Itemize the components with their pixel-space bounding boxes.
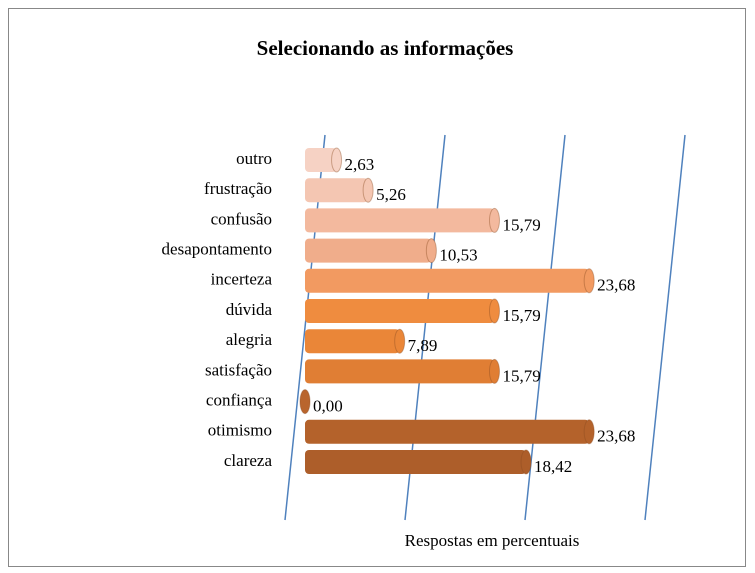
data-label: 18,42 bbox=[534, 457, 572, 476]
bar-end bbox=[488, 298, 500, 324]
y-tick-label: dúvida bbox=[226, 300, 273, 319]
bar bbox=[305, 299, 495, 323]
data-label: 0,00 bbox=[313, 397, 343, 416]
bar bbox=[305, 419, 590, 444]
y-tick-label: clareza bbox=[224, 451, 273, 470]
bar-end bbox=[331, 147, 343, 173]
grid-line bbox=[644, 134, 686, 521]
y-tick-label: otimismo bbox=[208, 421, 272, 440]
data-label: 10,53 bbox=[439, 246, 477, 265]
data-label: 5,26 bbox=[376, 185, 406, 204]
bar-end bbox=[520, 449, 532, 475]
data-label: 23,68 bbox=[597, 427, 635, 446]
bar-end bbox=[362, 177, 374, 203]
data-label: 15,79 bbox=[502, 366, 540, 385]
bar bbox=[305, 208, 495, 233]
data-label: 15,79 bbox=[502, 306, 540, 325]
bar-end bbox=[299, 389, 311, 415]
bar bbox=[305, 359, 495, 384]
y-tick-label: satisfação bbox=[205, 360, 272, 379]
bar-end bbox=[583, 268, 595, 294]
x-axis-label: Respostas em percentuais bbox=[405, 531, 580, 550]
bar bbox=[305, 329, 400, 354]
y-tick-label: alegria bbox=[226, 330, 273, 349]
y-tick-label: outro bbox=[236, 149, 272, 168]
bar-end bbox=[394, 328, 406, 354]
bar bbox=[305, 268, 590, 293]
data-label: 7,89 bbox=[408, 336, 438, 355]
y-tick-label: desapontamento bbox=[162, 240, 272, 259]
bar bbox=[305, 450, 527, 474]
chart-title: Selecionando as informações bbox=[257, 36, 514, 60]
bar-end bbox=[583, 419, 595, 445]
bar-end bbox=[488, 358, 500, 384]
bar bbox=[305, 178, 369, 203]
bar-end bbox=[425, 238, 437, 264]
bar bbox=[305, 148, 337, 172]
data-label: 2,63 bbox=[345, 155, 375, 174]
grid-line bbox=[524, 134, 566, 521]
y-tick-label: incerteza bbox=[211, 270, 273, 289]
bar-end bbox=[488, 207, 500, 233]
bar bbox=[305, 238, 432, 263]
data-label: 23,68 bbox=[597, 276, 635, 295]
y-tick-label: confusão bbox=[211, 209, 272, 228]
y-tick-label: confiança bbox=[206, 391, 273, 410]
data-label: 15,79 bbox=[502, 215, 540, 234]
y-tick-label: frustração bbox=[204, 179, 272, 198]
